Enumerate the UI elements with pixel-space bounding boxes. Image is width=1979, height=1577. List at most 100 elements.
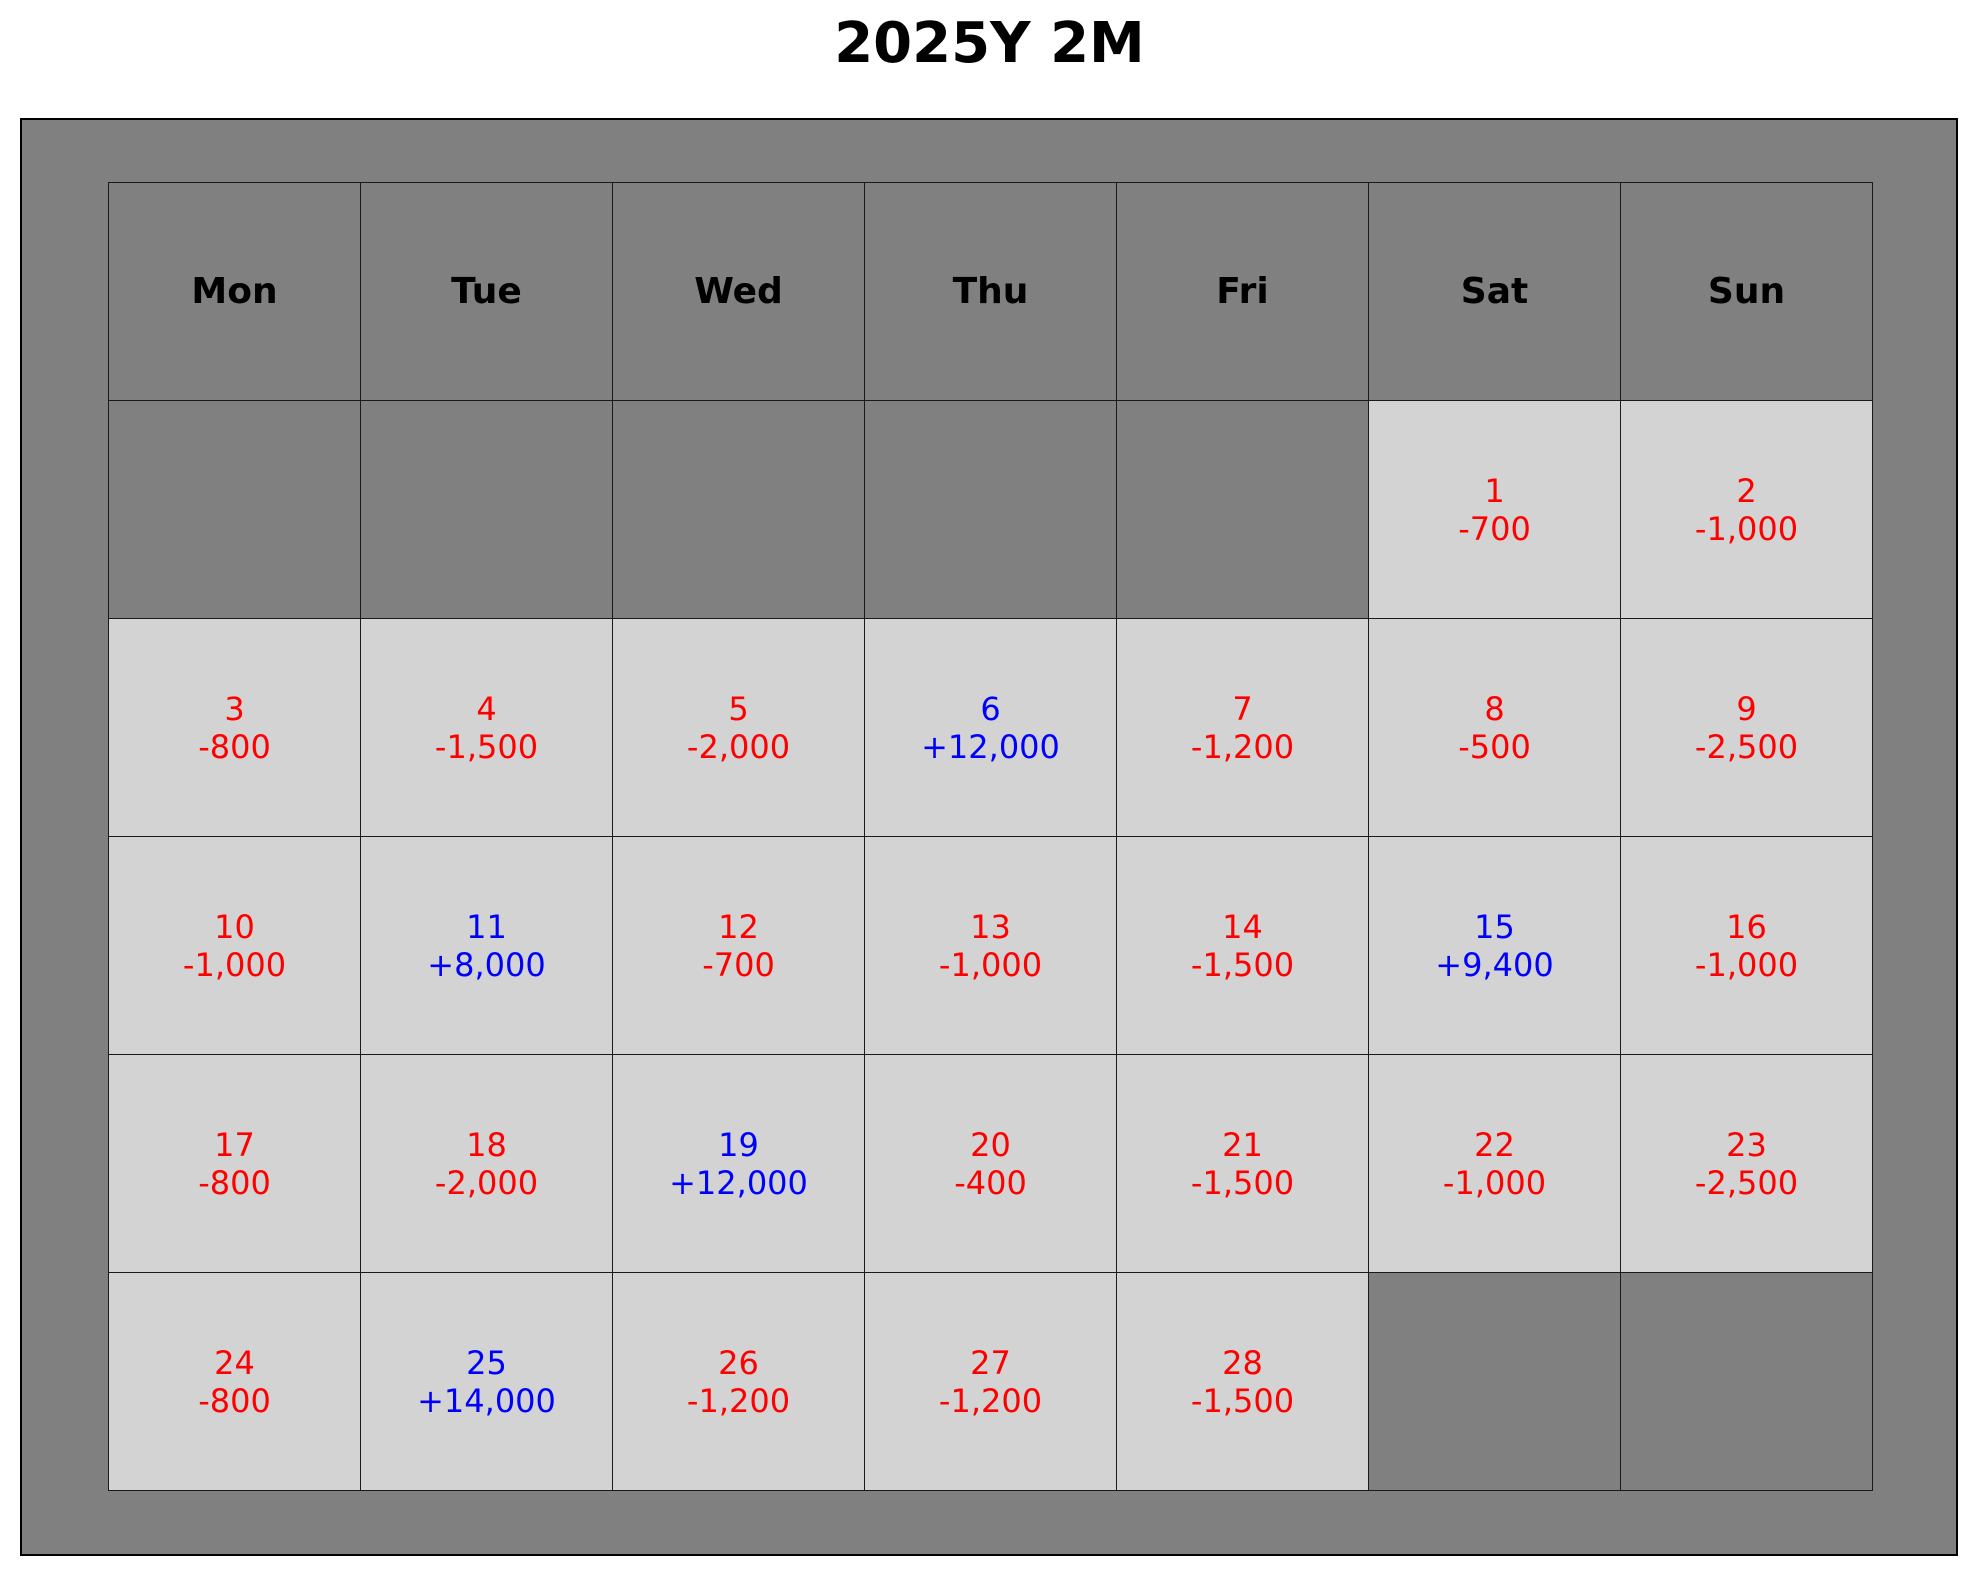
day-cell-28: 28 -1,500 [1116, 1272, 1369, 1491]
day-cell-18: 18 -2,000 [360, 1054, 613, 1273]
day-number: 28 [1222, 1343, 1263, 1382]
day-amount: -500 [1458, 727, 1531, 766]
day-amount: -1,000 [1694, 945, 1799, 984]
day-number: 26 [718, 1343, 759, 1382]
day-cell-2: 2 -1,000 [1620, 400, 1873, 619]
empty-cell [864, 400, 1117, 619]
day-amount: -1,200 [1190, 727, 1295, 766]
day-cell-6: 6 +12,000 [864, 618, 1117, 837]
day-number: 6 [980, 689, 1001, 728]
day-amount: +12,000 [669, 1163, 808, 1202]
day-cell-20: 20 -400 [864, 1054, 1117, 1273]
day-number: 15 [1474, 907, 1515, 946]
day-cell-27: 27 -1,200 [864, 1272, 1117, 1491]
day-cell-9: 9 -2,500 [1620, 618, 1873, 837]
day-amount: +8,000 [427, 945, 546, 984]
day-number: 11 [466, 907, 507, 946]
weekday-header-sun: Sun [1620, 182, 1873, 401]
day-cell-13: 13 -1,000 [864, 836, 1117, 1055]
day-amount: -1,000 [182, 945, 287, 984]
day-number: 2 [1736, 471, 1757, 510]
day-number: 25 [466, 1343, 507, 1382]
day-cell-15: 15 +9,400 [1368, 836, 1621, 1055]
day-cell-8: 8 -500 [1368, 618, 1621, 837]
day-cell-14: 14 -1,500 [1116, 836, 1369, 1055]
empty-cell [1368, 1272, 1621, 1491]
day-amount: -800 [198, 1381, 271, 1420]
day-cell-4: 4 -1,500 [360, 618, 613, 837]
day-number: 23 [1726, 1125, 1767, 1164]
day-amount: -1,000 [1442, 1163, 1547, 1202]
day-amount: -2,000 [434, 1163, 539, 1202]
weekday-header-sat: Sat [1368, 182, 1621, 401]
day-amount: -1,500 [1190, 945, 1295, 984]
empty-cell [1116, 400, 1369, 619]
day-cell-7: 7 -1,200 [1116, 618, 1369, 837]
weekday-header-wed: Wed [612, 182, 865, 401]
day-cell-19: 19 +12,000 [612, 1054, 865, 1273]
day-number: 14 [1222, 907, 1263, 946]
day-cell-1: 1 -700 [1368, 400, 1621, 619]
chart-title: 2025Y 2M [834, 11, 1145, 76]
day-cell-17: 17 -800 [108, 1054, 361, 1273]
day-number: 18 [466, 1125, 507, 1164]
day-cell-5: 5 -2,000 [612, 618, 865, 837]
day-amount: -2,000 [686, 727, 791, 766]
weekday-header-thu: Thu [864, 182, 1117, 401]
day-amount: -1,500 [434, 727, 539, 766]
weekday-header-mon: Mon [108, 182, 361, 401]
day-amount: -1,200 [938, 1381, 1043, 1420]
day-number: 10 [214, 907, 255, 946]
day-number: 7 [1232, 689, 1253, 728]
day-number: 12 [718, 907, 759, 946]
day-number: 16 [1726, 907, 1767, 946]
day-cell-10: 10 -1,000 [108, 836, 361, 1055]
day-cell-3: 3 -800 [108, 618, 361, 837]
day-number: 17 [214, 1125, 255, 1164]
day-amount: -700 [1458, 509, 1531, 548]
day-cell-21: 21 -1,500 [1116, 1054, 1369, 1273]
day-amount: -2,500 [1694, 1163, 1799, 1202]
day-amount: -1,500 [1190, 1381, 1295, 1420]
day-cell-26: 26 -1,200 [612, 1272, 865, 1491]
day-number: 1 [1484, 471, 1505, 510]
day-number: 24 [214, 1343, 255, 1382]
day-amount: -1,000 [1694, 509, 1799, 548]
day-amount: -400 [954, 1163, 1027, 1202]
day-number: 27 [970, 1343, 1011, 1382]
day-cell-11: 11 +8,000 [360, 836, 613, 1055]
empty-cell [1620, 1272, 1873, 1491]
day-number: 21 [1222, 1125, 1263, 1164]
day-cell-16: 16 -1,000 [1620, 836, 1873, 1055]
day-cell-23: 23 -2,500 [1620, 1054, 1873, 1273]
day-amount: +12,000 [921, 727, 1060, 766]
weekday-header-tue: Tue [360, 182, 613, 401]
day-amount: +14,000 [417, 1381, 556, 1420]
day-number: 22 [1474, 1125, 1515, 1164]
day-amount: -1,500 [1190, 1163, 1295, 1202]
day-number: 5 [728, 689, 749, 728]
empty-cell [108, 400, 361, 619]
day-cell-22: 22 -1,000 [1368, 1054, 1621, 1273]
day-number: 9 [1736, 689, 1757, 728]
weekday-header-fri: Fri [1116, 182, 1369, 401]
day-number: 13 [970, 907, 1011, 946]
day-number: 20 [970, 1125, 1011, 1164]
day-number: 8 [1484, 689, 1505, 728]
day-number: 3 [224, 689, 245, 728]
day-amount: -1,200 [686, 1381, 791, 1420]
day-amount: -700 [702, 945, 775, 984]
day-number: 19 [718, 1125, 759, 1164]
day-amount: -2,500 [1694, 727, 1799, 766]
day-amount: -800 [198, 727, 271, 766]
day-amount: -800 [198, 1163, 271, 1202]
calendar-grid: Mon Tue Wed Thu Fri Sat Sun 1 -700 2 -1,000 3 -800 4-… [108, 182, 1873, 1492]
day-cell-12: 12 -700 [612, 836, 865, 1055]
day-cell-24: 24 -800 [108, 1272, 361, 1491]
empty-cell [360, 400, 613, 619]
day-amount: +9,400 [1435, 945, 1554, 984]
day-number: 4 [476, 689, 497, 728]
day-amount: -1,000 [938, 945, 1043, 984]
day-cell-25: 25 +14,000 [360, 1272, 613, 1491]
empty-cell [612, 400, 865, 619]
